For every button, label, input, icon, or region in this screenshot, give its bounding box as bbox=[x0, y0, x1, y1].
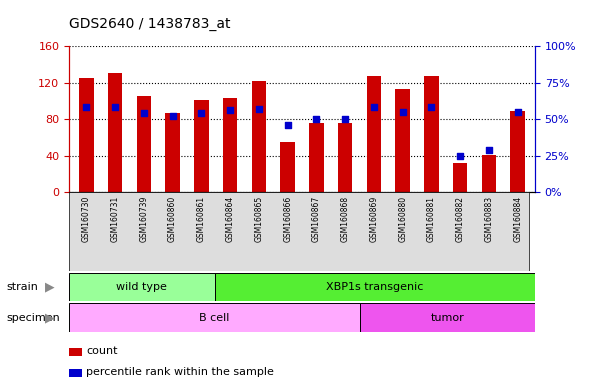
Point bbox=[254, 106, 264, 112]
Bar bbox=[510, 111, 525, 192]
Bar bbox=[338, 123, 352, 192]
Text: GSM160739: GSM160739 bbox=[139, 196, 148, 242]
Bar bbox=[69, 273, 215, 301]
Text: specimen: specimen bbox=[6, 313, 59, 323]
Text: GSM160884: GSM160884 bbox=[513, 196, 522, 242]
Bar bbox=[165, 113, 180, 192]
Text: GSM160861: GSM160861 bbox=[197, 196, 206, 242]
Text: XBP1s transgenic: XBP1s transgenic bbox=[326, 282, 424, 292]
Text: GSM160882: GSM160882 bbox=[456, 196, 465, 242]
Text: count: count bbox=[86, 346, 117, 356]
Bar bbox=[108, 73, 123, 192]
Text: GSM160869: GSM160869 bbox=[370, 196, 379, 242]
Bar bbox=[453, 163, 468, 192]
Text: GSM160731: GSM160731 bbox=[111, 196, 120, 242]
Text: GSM160860: GSM160860 bbox=[168, 196, 177, 242]
Bar bbox=[281, 142, 295, 192]
Text: GDS2640 / 1438783_at: GDS2640 / 1438783_at bbox=[69, 17, 231, 31]
Bar bbox=[424, 76, 439, 192]
Point bbox=[225, 107, 235, 113]
Bar bbox=[215, 273, 535, 301]
Point bbox=[197, 110, 206, 116]
Point bbox=[456, 152, 465, 159]
Point bbox=[168, 113, 177, 119]
Point bbox=[427, 104, 436, 111]
Bar bbox=[194, 100, 209, 192]
Bar bbox=[223, 98, 237, 192]
Point bbox=[340, 116, 350, 122]
Bar bbox=[367, 76, 381, 192]
Bar bbox=[309, 123, 323, 192]
Bar bbox=[79, 78, 94, 192]
Text: GSM160868: GSM160868 bbox=[341, 196, 350, 242]
Text: GSM160881: GSM160881 bbox=[427, 196, 436, 242]
Bar bbox=[481, 155, 496, 192]
Point bbox=[369, 104, 379, 111]
Bar bbox=[360, 303, 535, 332]
Bar bbox=[136, 96, 151, 192]
Text: B cell: B cell bbox=[200, 313, 230, 323]
Text: GSM160730: GSM160730 bbox=[82, 196, 91, 242]
Point bbox=[139, 110, 148, 116]
Point bbox=[82, 104, 91, 111]
Text: ▶: ▶ bbox=[44, 280, 54, 293]
Text: wild type: wild type bbox=[117, 282, 167, 292]
Point bbox=[111, 104, 120, 111]
Point bbox=[513, 109, 522, 115]
Bar bbox=[69, 303, 360, 332]
Point bbox=[283, 122, 293, 128]
Text: GSM160880: GSM160880 bbox=[398, 196, 407, 242]
Text: GSM160883: GSM160883 bbox=[484, 196, 493, 242]
Text: strain: strain bbox=[6, 282, 38, 292]
Point bbox=[398, 109, 407, 115]
Text: ▶: ▶ bbox=[44, 311, 54, 324]
Point bbox=[484, 147, 493, 153]
Text: GSM160866: GSM160866 bbox=[283, 196, 292, 242]
Text: tumor: tumor bbox=[431, 313, 465, 323]
FancyBboxPatch shape bbox=[69, 192, 529, 271]
Text: GSM160864: GSM160864 bbox=[225, 196, 234, 242]
Text: GSM160865: GSM160865 bbox=[254, 196, 263, 242]
Bar bbox=[395, 89, 410, 192]
Text: percentile rank within the sample: percentile rank within the sample bbox=[86, 367, 274, 377]
Bar bbox=[252, 81, 266, 192]
Text: GSM160867: GSM160867 bbox=[312, 196, 321, 242]
Point bbox=[311, 116, 321, 122]
